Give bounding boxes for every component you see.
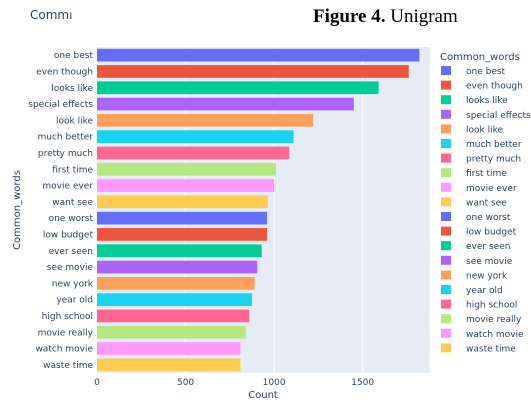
y-tick-label: one best [54, 51, 94, 61]
y-tick-label: high school [42, 312, 93, 322]
legend-item-label: even though [466, 82, 523, 92]
bar [97, 228, 268, 241]
legend-item-label: one worst [466, 213, 511, 223]
y-tick-label: one worst [49, 214, 94, 224]
bar [97, 81, 379, 95]
bar [97, 179, 275, 192]
legend-swatch[interactable] [441, 343, 451, 353]
bar [97, 130, 294, 144]
legend-item-label: high school [466, 301, 517, 311]
legend-swatch[interactable] [441, 299, 451, 309]
legend-title: Common_words [440, 52, 520, 63]
y-tick-label: look like [56, 116, 93, 126]
bar [97, 276, 255, 290]
legend-swatch[interactable] [441, 212, 451, 221]
y-tick-label: see movie [47, 263, 94, 273]
legend-swatch[interactable] [441, 197, 451, 207]
y-tick-label: movie really [38, 328, 94, 338]
figure-name: Unigram [390, 6, 458, 27]
legend-item-label: looks like [466, 96, 508, 106]
legend-item-label: much better [466, 140, 522, 150]
bars [97, 48, 420, 372]
legend-swatch[interactable] [441, 139, 451, 148]
y-tick-label: low budget [43, 230, 94, 240]
y-tick-label: new york [52, 279, 94, 289]
bar [97, 358, 241, 372]
legend-item-label: movie really [466, 315, 522, 325]
y-tick-label: pretty much [38, 149, 93, 159]
y-tick-label: year old [56, 296, 93, 306]
x-tick-label: 1500 [351, 378, 374, 388]
legend-item-label: one best [466, 67, 506, 77]
y-tick-label: ever seen [49, 247, 93, 257]
x-tick-label: 500 [177, 378, 194, 388]
y-tick-label: looks like [51, 84, 93, 94]
bar [97, 65, 409, 78]
legend-item-label: special effects [466, 111, 531, 121]
x-axis-title: Count [248, 390, 278, 401]
legend-swatch[interactable] [441, 255, 451, 265]
y-tick-label: movie ever [42, 182, 93, 192]
bar [97, 48, 420, 62]
bar [97, 244, 262, 258]
legend-swatch[interactable] [441, 109, 451, 119]
x-tick-label: 1000 [263, 378, 286, 388]
bar [97, 113, 314, 127]
legend-swatch[interactable] [441, 66, 451, 75]
chart-title-clipped: Commו [30, 8, 73, 22]
legend-item-label: first time [466, 169, 507, 179]
legend-swatch[interactable] [441, 226, 451, 236]
y-tick-label: much better [37, 133, 93, 143]
legend-item-label: pretty much [466, 155, 521, 165]
legend-swatch[interactable] [441, 124, 451, 134]
legend-swatch[interactable] [441, 314, 451, 324]
legend-item-label: see movie [466, 257, 513, 267]
bar [97, 162, 276, 176]
legend-item-label: look like [466, 125, 503, 135]
y-axis-title: Common_words [12, 170, 23, 250]
bar [97, 293, 252, 307]
y-tick-label: watch movie [35, 345, 93, 355]
legend-item-label: waste time [466, 344, 516, 354]
legend-swatch[interactable] [441, 80, 451, 90]
y-tick-label: want see [52, 198, 93, 208]
x-tick-label: 0 [94, 378, 100, 388]
legend-swatch[interactable] [441, 241, 451, 251]
bar [97, 260, 258, 274]
plot-background [97, 47, 430, 373]
y-tick-labels: one best even though looks like special eff… [28, 51, 93, 371]
y-tick-label: first time [52, 165, 93, 175]
bar [97, 211, 268, 225]
y-tick-label: waste time [43, 361, 93, 371]
legend: one best even though looks like special eff… [441, 66, 531, 354]
x-tick-labels: 0 500 1000 1500 [94, 378, 374, 388]
bar [97, 325, 246, 339]
figure-label: Figure 4. [313, 6, 386, 27]
figure-caption: Figure 4. Unigram [313, 6, 458, 28]
bar [97, 195, 268, 209]
bar [97, 146, 290, 160]
legend-item-label: new york [466, 271, 508, 281]
legend-swatch[interactable] [441, 328, 451, 338]
bar [97, 342, 241, 355]
legend-swatch[interactable] [441, 95, 451, 105]
legend-item-label: ever seen [466, 242, 510, 252]
y-tick-label: even though [36, 67, 93, 77]
legend-swatch[interactable] [441, 153, 451, 163]
legend-swatch[interactable] [441, 168, 451, 178]
legend-item-label: watch movie [466, 330, 524, 340]
bar [97, 309, 250, 323]
legend-item-label: low budget [466, 228, 517, 238]
bar [97, 97, 354, 111]
y-tick-label: special effects [28, 100, 93, 110]
legend-swatch[interactable] [441, 285, 451, 294]
legend-item-label: want see [466, 198, 507, 208]
legend-item-label: movie ever [466, 184, 517, 194]
legend-swatch[interactable] [441, 182, 451, 192]
legend-item-label: year old [466, 286, 503, 296]
legend-swatch[interactable] [441, 270, 451, 280]
